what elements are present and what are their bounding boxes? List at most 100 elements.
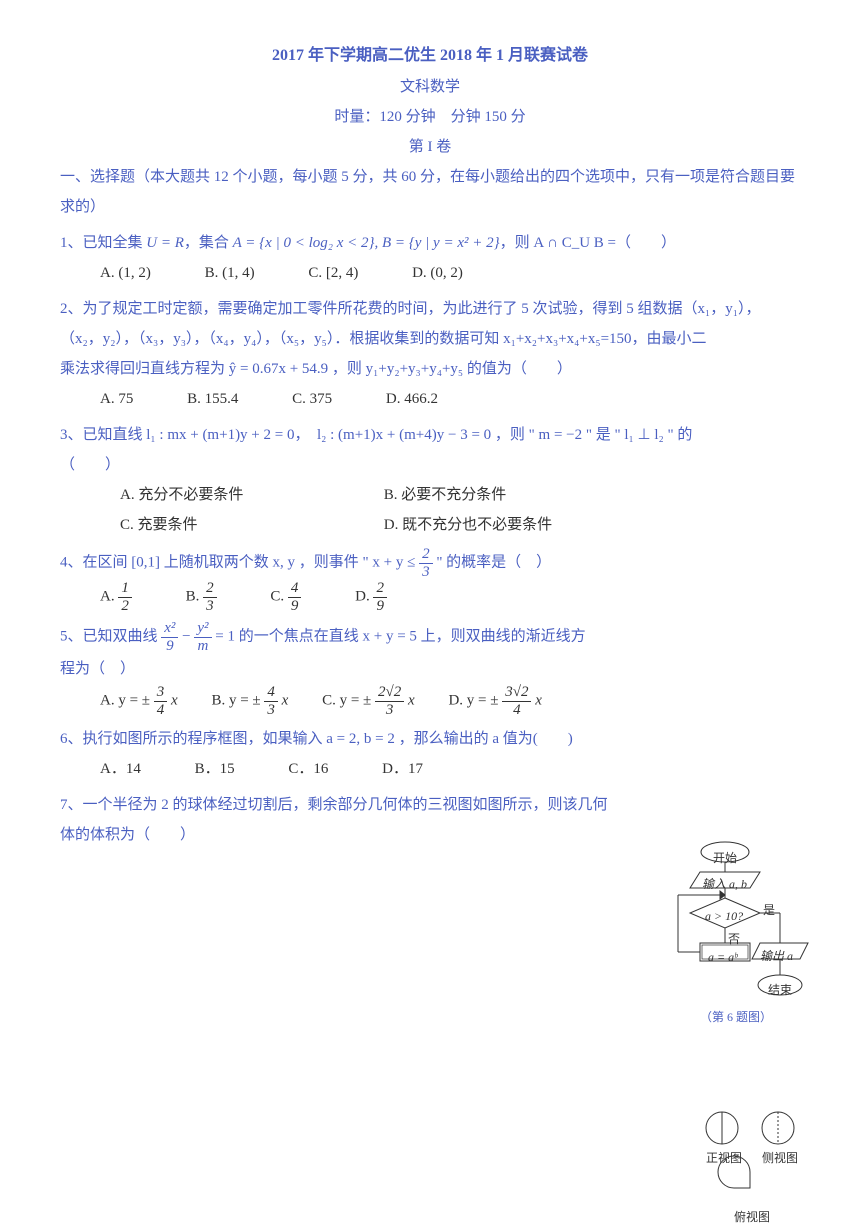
q5-minus: − <box>178 628 194 644</box>
q5-options: A. y = ± 34 x B. y = ± 43 x C. y = ± 2√2… <box>60 684 800 718</box>
q4-opt-B: B. 23 <box>186 580 217 614</box>
q6-options: A．14 B．15 C．16 D．17 <box>60 754 800 784</box>
q2-opt-C: C. 375 <box>292 384 332 414</box>
q1-math2: A = {x | 0 < log₂ x < 2}, B = {y | y = x… <box>233 235 500 251</box>
q4-B-num: 2 <box>203 580 217 598</box>
q4-text-b: " 的概率是（ ） <box>433 554 552 570</box>
question-4: 4、在区间 [0,1] 上随机取两个数 x, y ，则事件 " x + y ≤ … <box>60 546 800 580</box>
q5-f1n: x² <box>161 620 178 638</box>
q3-line2: （ ） <box>60 450 800 480</box>
q5-A-x: x <box>167 692 177 708</box>
q5-f1d: 9 <box>161 638 178 655</box>
question-3: 3、已知直线 l₁ : mx + (m+1)y + 2 = 0， l₂ : (m… <box>60 420 800 450</box>
q5-opt-C: C. y = ± 2√23 x <box>322 684 415 718</box>
question-1: 1、已知全集 U = R，集合 A = {x | 0 < log₂ x < 2}… <box>60 228 800 258</box>
q5-D-den: 4 <box>502 702 531 719</box>
q1-text2: ，集合 <box>184 235 233 251</box>
q6-opt-B: B．15 <box>195 754 235 784</box>
q5-D-num: 3√2 <box>502 684 531 702</box>
q4-D-num: 2 <box>373 580 387 598</box>
q4-A-den: 2 <box>118 598 132 615</box>
q1-text: 1、已知全集 <box>60 235 146 251</box>
q5-A-den: 4 <box>154 702 168 719</box>
view-top-label: 俯视图 <box>734 1205 770 1229</box>
question-5: 5、已知双曲线 x²9 − y²m = 1 的一个焦点在直线 x + y = 5… <box>60 620 800 654</box>
view-side-label: 侧视图 <box>762 1146 798 1170</box>
flow-cond: a > 10? <box>705 904 743 928</box>
q1-text3: ，则 A ∩ C_U B =（ ） <box>500 235 676 251</box>
q5-C-x: x <box>404 692 414 708</box>
q5-B-label: B. y = ± <box>211 692 264 708</box>
q2-line3: 乘法求得回归直线方程为 ŷ = 0.67x + 54.9 ，则 y₁+y₂+y₃… <box>60 354 800 384</box>
q5-B-x: x <box>278 692 288 708</box>
q1-opt-D: D. (0, 2) <box>412 258 463 288</box>
q4-frac: 23 <box>419 546 433 580</box>
q5-line2: 程为（ ） <box>60 654 800 684</box>
q5-C-den: 3 <box>375 702 404 719</box>
q4-frac-num: 2 <box>419 546 433 564</box>
q4-opt-D: D. 29 <box>355 580 387 614</box>
q1-math1: U = R <box>146 235 184 251</box>
q2-opt-B: B. 155.4 <box>187 384 238 414</box>
q5-A-label: A. y = ± <box>100 692 154 708</box>
q5-B-den: 3 <box>264 702 278 719</box>
three-views-figure: 正视图 侧视图 俯视图 <box>700 1110 810 1218</box>
q5-frac1: x²9 <box>161 620 178 654</box>
q5-D-label: D. y = ± <box>448 692 502 708</box>
q6-opt-A: A．14 <box>100 754 141 784</box>
q4-frac-den: 3 <box>419 564 433 581</box>
q6-opt-D: D．17 <box>382 754 423 784</box>
flow-start: 开始 <box>713 846 737 870</box>
q4-C-label: C. <box>270 588 284 604</box>
part-label: 第 I 卷 <box>60 132 800 162</box>
q5-A-num: 3 <box>154 684 168 702</box>
question-2: 2、为了规定工时定额，需要确定加工零件所花费的时间，为此进行了 5 次试验，得到… <box>60 294 800 324</box>
q1-opt-A: A. (1, 2) <box>100 258 151 288</box>
q3-opt-B: B. 必要不充分条件 <box>384 480 644 510</box>
q1-options: A. (1, 2) B. (1, 4) C. [2, 4) D. (0, 2) <box>60 258 800 288</box>
q5-D-x: x <box>531 692 541 708</box>
q4-D-label: D. <box>355 588 370 604</box>
q3-opt-A: A. 充分不必要条件 <box>120 480 380 510</box>
q2-opt-D: D. 466.2 <box>386 384 438 414</box>
q5-f2n: y² <box>194 620 211 638</box>
q6-opt-C: C．16 <box>288 754 328 784</box>
q4-A-label: A. <box>100 588 115 604</box>
q4-C-num: 4 <box>288 580 302 598</box>
q4-text-a: 4、在区间 [0,1] 上随机取两个数 x, y ，则事件 " x + y ≤ <box>60 554 419 570</box>
q5-C-label: C. y = ± <box>322 692 375 708</box>
q4-A-num: 1 <box>118 580 132 598</box>
q5-text-b: = 1 的一个焦点在直线 x + y = 5 上，则双曲线的渐近线方 <box>212 628 586 644</box>
q5-B-num: 4 <box>264 684 278 702</box>
q2-options: A. 75 B. 155.4 C. 375 D. 466.2 <box>60 384 800 414</box>
question-7: 7、一个半径为 2 的球体经过切割后，剩余部分几何体的三视图如图所示，则该几何 <box>60 790 800 820</box>
q3-opt-D: D. 既不充分也不必要条件 <box>384 510 644 540</box>
q4-opt-A: A. 12 <box>100 580 132 614</box>
q4-opt-C: C. 49 <box>270 580 301 614</box>
q4-C-den: 9 <box>288 598 302 615</box>
flow-end: 结束 <box>768 978 792 1002</box>
time-info: 时量：120 分钟 分钟 150 分 <box>60 102 800 132</box>
q5-opt-D: D. y = ± 3√24 x <box>448 684 541 718</box>
q5-text-a: 5、已知双曲线 <box>60 628 161 644</box>
q2-line2: （x₂，y₂），（x₃，y₃），（x₄，y₄），（x₅，y₅）．根据收集到的数据… <box>60 324 800 354</box>
q1-opt-C: C. [2, 4) <box>308 258 358 288</box>
q5-opt-A: A. y = ± 34 x <box>100 684 178 718</box>
q3-options-row2: C. 充要条件 D. 既不充分也不必要条件 <box>60 510 800 540</box>
flow-output: 输出 a <box>760 944 793 968</box>
q2-opt-A: A. 75 <box>100 384 133 414</box>
flowchart-figure: 开始 输入 a, b a > 10? 是 否 a = aᵇ 输出 a 结束 （第… <box>660 840 810 1053</box>
flow-caption: （第 6 题图） <box>700 1005 772 1029</box>
q3-opt-C: C. 充要条件 <box>120 510 380 540</box>
q5-f2d: m <box>194 638 211 655</box>
q4-B-den: 3 <box>203 598 217 615</box>
q4-options: A. 12 B. 23 C. 49 D. 29 <box>60 580 800 614</box>
q5-frac2: y²m <box>194 620 211 654</box>
subject-title: 文科数学 <box>60 72 800 102</box>
flow-yes: 是 <box>763 898 775 922</box>
section-heading: 一、选择题（本大题共 12 个小题，每小题 5 分，共 60 分，在每小题给出的… <box>60 162 800 222</box>
exam-title: 2017 年下学期高二优生 2018 年 1 月联赛试卷 <box>60 40 800 72</box>
q5-C-num: 2√2 <box>375 684 404 702</box>
view-front-label: 正视图 <box>706 1146 742 1170</box>
q1-opt-B: B. (1, 4) <box>205 258 255 288</box>
